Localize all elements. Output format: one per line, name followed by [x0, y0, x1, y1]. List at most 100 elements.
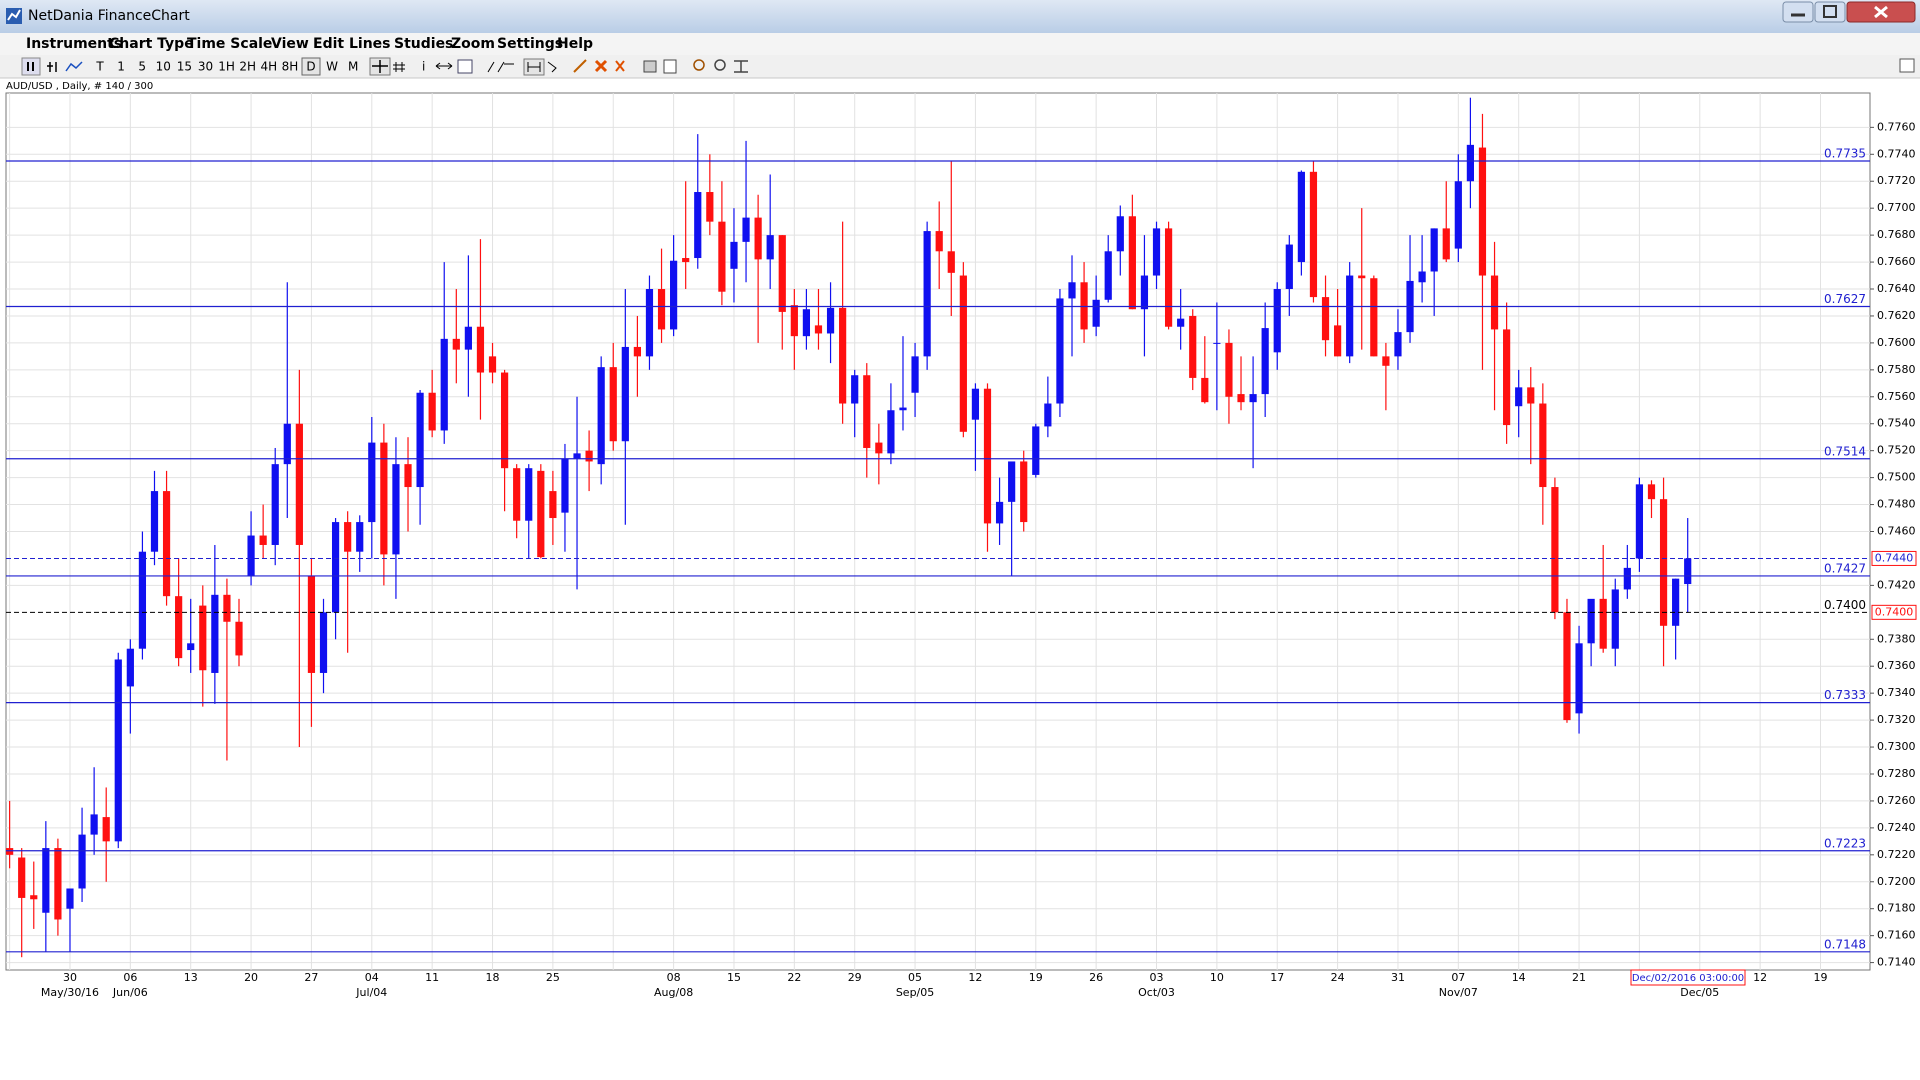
candle-body [380, 442, 388, 555]
candle-body [1092, 299, 1100, 327]
x-tick-label: 18 [486, 971, 500, 984]
candle-body [573, 453, 581, 459]
pause-glyph [27, 62, 34, 71]
x-tick-label: 30 [63, 971, 77, 984]
candle-body [1008, 461, 1016, 502]
y-tick-label: 0.7680 [1877, 228, 1916, 241]
crosshair-glyph [372, 60, 388, 73]
panel-toggle[interactable] [1899, 58, 1915, 73]
interval-button[interactable]: M [348, 60, 358, 74]
preview-tool[interactable] [663, 59, 677, 74]
interval-button[interactable]: 4H [260, 60, 277, 74]
menu-item[interactable]: Studies [394, 36, 453, 52]
menu-item[interactable]: Lines [349, 36, 391, 52]
level-label: 0.7514 [1824, 444, 1866, 458]
interval-button[interactable]: 1 [117, 60, 125, 74]
bars-icon[interactable] [47, 62, 57, 72]
candle-body [404, 464, 412, 488]
menu-item[interactable]: View [271, 36, 309, 52]
grid: 0.7760 0.7740 0.7720 0.7700 0.7680 0.7660 0.76… [6, 93, 1916, 999]
pen-tool[interactable] [573, 59, 587, 73]
candle-body [1611, 589, 1619, 649]
pause-button[interactable] [21, 57, 41, 76]
menu-item[interactable]: Instruments [26, 36, 122, 52]
interval-buttons: T 1 5 10 15 30 1H 2H 4H 8H D W M [95, 57, 358, 76]
y-tick-label: 0.7560 [1877, 390, 1916, 403]
candle-body [790, 305, 798, 337]
candle-body [609, 367, 617, 442]
interval-button[interactable]: 2H [239, 60, 256, 74]
candle-body [1201, 377, 1209, 403]
level-label: 0.7333 [1824, 688, 1866, 702]
candle-body [283, 423, 291, 465]
delete-tool[interactable] [594, 59, 608, 73]
interval-button[interactable]: 10 [156, 60, 171, 74]
x-month-label: Jul/04 [355, 986, 387, 999]
y-tick-label: 0.7660 [1877, 255, 1916, 268]
interval-button[interactable]: 8H [282, 60, 299, 74]
maximize-button[interactable] [1814, 1, 1846, 23]
y-tick-label: 0.7420 [1877, 578, 1916, 591]
x-tick-label: 08 [667, 971, 681, 984]
interval-button[interactable]: T [95, 60, 104, 74]
candle-body [1321, 297, 1330, 341]
candle-body [90, 814, 98, 835]
menu-item[interactable]: Edit [313, 36, 344, 52]
interval-button[interactable]: 30 [198, 60, 213, 74]
info-tool[interactable]: i [422, 60, 425, 74]
interval-button[interactable]: 5 [138, 60, 146, 74]
candle-body [356, 522, 364, 552]
fib-glyph [527, 62, 541, 72]
cursor-tool[interactable] [547, 61, 557, 73]
candle-body [162, 491, 171, 597]
candle-body [1213, 342, 1221, 344]
scroll-tool[interactable] [435, 62, 453, 70]
x-month-label: Dec/05 [1680, 986, 1719, 999]
candle-body [126, 648, 134, 687]
candle-body [1273, 289, 1281, 353]
candle-body [1177, 318, 1185, 327]
fit-tool[interactable] [734, 60, 748, 73]
menu-item[interactable]: Chart Type [109, 36, 194, 52]
x-month-label: Aug/08 [654, 986, 693, 999]
grid-tool[interactable] [393, 62, 405, 72]
menu-item[interactable]: Help [557, 36, 593, 52]
candle-body [319, 612, 328, 673]
candle-body [211, 594, 219, 673]
candle-body [1394, 332, 1402, 357]
y-tick-label: 0.7160 [1877, 929, 1916, 942]
menu-item[interactable]: Zoom [451, 36, 495, 52]
last-price-label: 0.7440 [1875, 551, 1914, 564]
candle-body [1684, 558, 1692, 585]
candle-body [1382, 356, 1390, 366]
trend-tools[interactable] [487, 61, 514, 73]
interval-button[interactable]: D [306, 60, 315, 74]
menu-item[interactable]: Time Scale [187, 36, 272, 52]
y-tick-label: 0.7200 [1877, 875, 1916, 888]
minimize-button[interactable] [1782, 1, 1814, 23]
y-tick-label: 0.7640 [1877, 282, 1916, 295]
delete-all-tool[interactable] [615, 60, 625, 72]
y-tick-label: 0.7760 [1877, 120, 1916, 133]
candle-body [1358, 275, 1366, 279]
zoom-out-tool[interactable] [714, 59, 726, 71]
x-month-label: May/30/16 [41, 986, 99, 999]
interval-button[interactable]: 1H [218, 60, 235, 74]
line-icon[interactable] [65, 61, 83, 72]
volume-tool[interactable] [457, 59, 473, 74]
candle-body [440, 338, 448, 431]
candle-body [1515, 387, 1523, 407]
print-tool[interactable] [643, 60, 657, 73]
y-tick-label: 0.7240 [1877, 821, 1916, 834]
interval-button[interactable]: W [326, 60, 338, 74]
x-tick-label: 13 [184, 971, 198, 984]
candle-body [935, 231, 943, 252]
candle-body [826, 307, 835, 334]
candle-body [235, 621, 243, 656]
candle-body [983, 388, 992, 524]
menu-item[interactable]: Settings [497, 36, 563, 52]
candle-body [549, 491, 557, 519]
zoom-in-tool[interactable] [693, 59, 705, 71]
interval-button[interactable]: 15 [177, 60, 192, 74]
y-tick-label: 0.7260 [1877, 794, 1916, 807]
